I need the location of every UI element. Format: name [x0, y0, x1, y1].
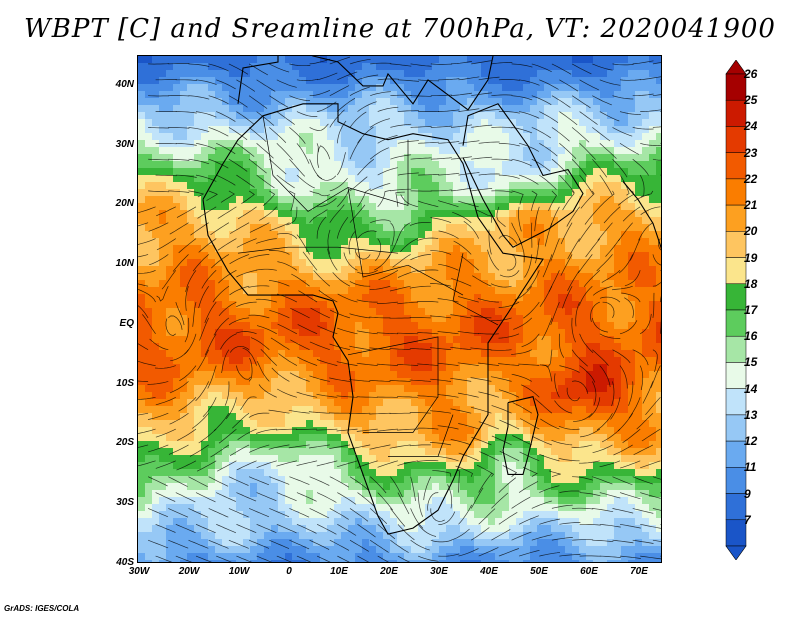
lat-tick-label: 20S	[116, 437, 134, 449]
wbpt-streamline-field	[138, 56, 661, 562]
coastline	[237, 56, 494, 111]
coastline	[502, 396, 539, 475]
colorbar	[725, 60, 747, 560]
colorbar-top-arrow	[725, 60, 747, 75]
colorbar-label: 19	[744, 250, 758, 265]
colorbar-swatch	[725, 309, 747, 337]
lon-tick-label: 20E	[380, 566, 398, 577]
country-border	[262, 115, 409, 212]
lon-tick-label: 10E	[330, 566, 348, 577]
colorbar-label: 25	[744, 93, 758, 108]
colorbar-swatch	[725, 362, 747, 389]
lat-tick-label: 30N	[115, 138, 134, 150]
lat-tick-label: 10N	[115, 258, 134, 270]
colorbar-label: 18	[744, 276, 758, 291]
chart-title: WBPT [C] and Sreamline at 700hPa, VT: 20…	[24, 14, 776, 44]
lat-tick-label: 40S	[116, 556, 134, 568]
lon-tick-label: 30W	[128, 566, 150, 577]
lon-tick-label: 30E	[430, 566, 448, 577]
country-border	[452, 253, 499, 326]
colorbar-swatch	[725, 388, 747, 416]
country-border	[347, 187, 464, 296]
colorbar-swatch	[725, 493, 747, 521]
colorbar-label: 22	[744, 171, 758, 186]
colorbar-label: 14	[744, 381, 758, 396]
country-border	[237, 246, 399, 254]
lon-tick-label: 10W	[228, 566, 250, 577]
country-border	[388, 414, 454, 457]
colorbar-swatch	[725, 467, 747, 494]
colorbar-label: 12	[744, 434, 758, 449]
colorbar-swatch	[725, 519, 747, 547]
colorbar-label: 9	[744, 486, 751, 501]
grads-credit: GrADS: IGES/COLA	[4, 604, 80, 613]
colorbar-label: 16	[744, 329, 758, 344]
lat-tick-label: EQ	[119, 317, 134, 329]
colorbar-swatch	[725, 335, 747, 363]
colorbar-swatch	[725, 126, 747, 153]
colorbar-swatch	[725, 73, 747, 101]
colorbar-swatch	[725, 152, 747, 180]
colorbar-swatch	[725, 231, 747, 258]
colorbar-swatch	[725, 257, 747, 285]
colorbar-label: 11	[744, 460, 757, 475]
coastline	[202, 103, 544, 535]
lon-tick-label: 60E	[580, 566, 598, 577]
colorbar-label: 23	[744, 145, 758, 160]
colorbar-label: 20	[744, 224, 758, 239]
coastline	[462, 103, 584, 248]
colorbar-label: 13	[744, 407, 758, 422]
lat-tick-label: 30S	[116, 496, 134, 508]
lon-tick-label: 50E	[530, 566, 548, 577]
lon-tick-label: 0	[286, 566, 292, 577]
colorbar-swatch	[725, 414, 747, 442]
colorbar-bottom-arrow	[725, 545, 747, 560]
lon-tick-label: 20W	[178, 566, 200, 577]
colorbar-label: 21	[744, 198, 758, 213]
colorbar-swatch	[725, 99, 747, 127]
colorbar-swatch	[725, 204, 747, 232]
map-panel	[137, 55, 662, 563]
colorbar-label: 26	[744, 67, 758, 81]
lat-tick-label: 40N	[115, 79, 134, 90]
colorbar-swatch	[725, 440, 747, 468]
country-border	[347, 336, 439, 433]
colorbar-label: 15	[744, 355, 758, 370]
colorbar-label: 24	[744, 119, 758, 134]
lat-tick-label: 20N	[115, 198, 134, 210]
coastline	[622, 181, 661, 249]
lon-tick-label: 40E	[480, 566, 498, 577]
colorbar-label: 7	[744, 512, 751, 527]
colorbar-label: 17	[744, 303, 758, 317]
lat-tick-label: 10S	[116, 377, 134, 389]
colorbar-swatch	[725, 178, 747, 206]
colorbar-swatch	[725, 283, 747, 311]
lon-tick-label: 70E	[630, 566, 648, 577]
